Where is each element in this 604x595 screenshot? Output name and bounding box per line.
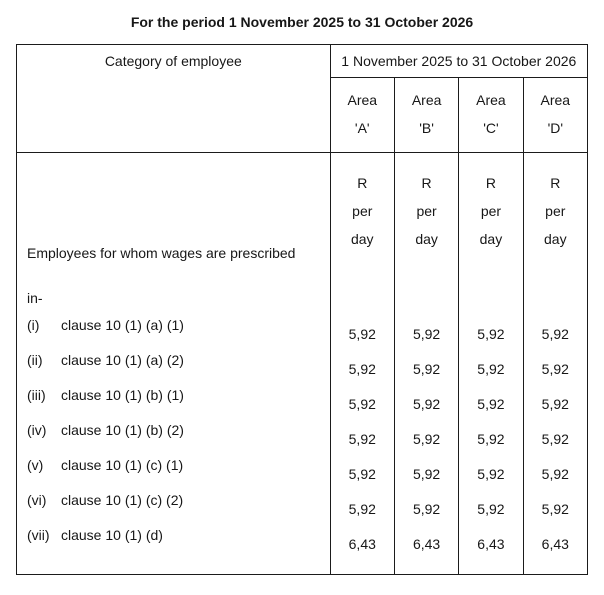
cell-value: 5,92 xyxy=(524,492,587,527)
cell-value: 5,92 xyxy=(524,422,587,457)
cell-value: 5,92 xyxy=(331,352,394,387)
area-word: Area xyxy=(476,92,506,108)
row-roman: (vii) xyxy=(27,527,61,543)
header-period: 1 November 2025 to 31 October 2026 xyxy=(330,45,587,78)
unit-r: R xyxy=(357,175,367,191)
cell-value: 5,92 xyxy=(395,422,458,457)
header-category: Category of employee xyxy=(17,45,331,153)
row-roman: (ii) xyxy=(27,352,61,368)
unit-day: day xyxy=(415,231,438,247)
unit-block: R per day xyxy=(395,161,458,317)
intro-text: Employees for whom wages are prescribed … xyxy=(27,161,322,317)
area-b-body-cell: R per day 5,92 5,92 5,92 5,92 5,92 5,92 … xyxy=(394,153,458,575)
category-body-cell: Employees for whom wages are prescribed … xyxy=(17,153,331,575)
cell-value: 5,92 xyxy=(331,422,394,457)
cell-value: 5,92 xyxy=(459,317,522,352)
header-category-label: Category of employee xyxy=(105,53,242,69)
unit-day: day xyxy=(544,231,567,247)
area-d-body-cell: R per day 5,92 5,92 5,92 5,92 5,92 5,92 … xyxy=(523,153,587,575)
cell-value: 5,92 xyxy=(331,317,394,352)
cell-value: 5,92 xyxy=(395,492,458,527)
row-roman: (iii) xyxy=(27,387,61,403)
cell-value: 5,92 xyxy=(524,317,587,352)
cell-value: 6,43 xyxy=(459,527,522,562)
unit-r: R xyxy=(422,175,432,191)
area-letter: 'B' xyxy=(419,120,434,136)
table-row: (iv) clause 10 (1) (b) (2) xyxy=(27,422,322,457)
row-roman: (v) xyxy=(27,457,61,473)
intro-line-1: Employees for whom wages are prescribed xyxy=(27,244,322,264)
cell-value: 5,92 xyxy=(459,492,522,527)
header-area-b: Area 'B' xyxy=(394,78,458,153)
cell-value: 5,92 xyxy=(331,457,394,492)
cell-value: 5,92 xyxy=(459,352,522,387)
row-roman: (iv) xyxy=(27,422,61,438)
cell-value: 6,43 xyxy=(331,527,394,562)
cell-value: 5,92 xyxy=(524,457,587,492)
cell-value: 6,43 xyxy=(524,527,587,562)
area-word: Area xyxy=(541,92,571,108)
unit-per: per xyxy=(481,203,501,219)
cell-value: 5,92 xyxy=(395,352,458,387)
row-roman: (vi) xyxy=(27,492,61,508)
header-area-d: Area 'D' xyxy=(523,78,587,153)
cell-value: 5,92 xyxy=(395,317,458,352)
table-row: (v) clause 10 (1) (c) (1) xyxy=(27,457,322,492)
cell-value: 5,92 xyxy=(459,457,522,492)
header-row-1: Category of employee 1 November 2025 to … xyxy=(17,45,588,78)
header-area-c: Area 'C' xyxy=(459,78,523,153)
unit-block: R per day xyxy=(459,161,522,317)
cell-value: 5,92 xyxy=(524,352,587,387)
row-clause: clause 10 (1) (b) (1) xyxy=(61,387,322,403)
area-word: Area xyxy=(412,92,442,108)
cell-value: 5,92 xyxy=(331,387,394,422)
cell-value: 5,92 xyxy=(395,387,458,422)
row-clause: clause 10 (1) (d) xyxy=(61,527,322,543)
unit-r: R xyxy=(550,175,560,191)
header-period-label: 1 November 2025 to 31 October 2026 xyxy=(341,53,576,69)
area-c-body-cell: R per day 5,92 5,92 5,92 5,92 5,92 5,92 … xyxy=(459,153,523,575)
row-clause: clause 10 (1) (c) (1) xyxy=(61,457,322,473)
unit-block: R per day xyxy=(331,161,394,317)
cell-value: 5,92 xyxy=(459,387,522,422)
unit-r: R xyxy=(486,175,496,191)
cell-value: 5,92 xyxy=(331,492,394,527)
area-a-body-cell: R per day 5,92 5,92 5,92 5,92 5,92 5,92 … xyxy=(330,153,394,575)
row-clause: clause 10 (1) (a) (2) xyxy=(61,352,322,368)
page-title: For the period 1 November 2025 to 31 Oct… xyxy=(16,14,588,30)
table-row: (i) clause 10 (1) (a) (1) xyxy=(27,317,322,352)
wage-table: Category of employee 1 November 2025 to … xyxy=(16,44,588,575)
cell-value: 5,92 xyxy=(524,387,587,422)
cell-value: 5,92 xyxy=(459,422,522,457)
table-row: (vi) clause 10 (1) (c) (2) xyxy=(27,492,322,527)
row-roman: (i) xyxy=(27,317,61,333)
row-clause: clause 10 (1) (a) (1) xyxy=(61,317,322,333)
header-area-a: Area 'A' xyxy=(330,78,394,153)
table-row: (iii) clause 10 (1) (b) (1) xyxy=(27,387,322,422)
cell-value: 6,43 xyxy=(395,527,458,562)
unit-day: day xyxy=(351,231,374,247)
area-word: Area xyxy=(347,92,377,108)
unit-per: per xyxy=(352,203,372,219)
row-clause: clause 10 (1) (c) (2) xyxy=(61,492,322,508)
area-letter: 'A' xyxy=(355,120,370,136)
cell-value: 5,92 xyxy=(395,457,458,492)
unit-per: per xyxy=(545,203,565,219)
area-letter: 'C' xyxy=(483,120,498,136)
table-row: (ii) clause 10 (1) (a) (2) xyxy=(27,352,322,387)
unit-block: R per day xyxy=(524,161,587,317)
table-row: (vii) clause 10 (1) (d) xyxy=(27,527,322,562)
unit-day: day xyxy=(480,231,503,247)
unit-per: per xyxy=(416,203,436,219)
area-letter: 'D' xyxy=(548,120,563,136)
intro-line-2: in- xyxy=(27,289,322,309)
row-clause: clause 10 (1) (b) (2) xyxy=(61,422,322,438)
clause-rows: (i) clause 10 (1) (a) (1) (ii) clause 10… xyxy=(27,317,322,562)
body-row: Employees for whom wages are prescribed … xyxy=(17,153,588,575)
